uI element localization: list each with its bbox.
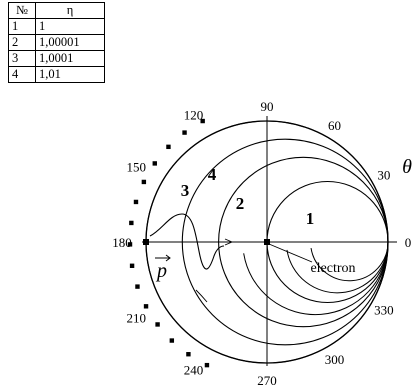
boundary-dot — [141, 179, 147, 185]
boundary-dot — [169, 338, 175, 343]
boundary-dot — [127, 242, 133, 247]
boundary-dot — [129, 263, 135, 268]
electron-marker — [264, 239, 270, 245]
momentum-label: p — [155, 260, 167, 282]
boundary-dot — [152, 161, 157, 166]
angle-label-150: 150 — [126, 160, 146, 175]
boundary-dot — [133, 199, 139, 205]
inner-arc-2 — [243, 241, 389, 316]
legend-eta: 1,01 — [35, 66, 105, 83]
boundary-dot — [204, 362, 210, 368]
legend-number: 4 — [8, 66, 36, 83]
axis-start-marker — [143, 239, 149, 245]
legend-row: 4 1,01 — [8, 66, 105, 83]
angle-label-180: 180 — [112, 235, 132, 250]
angle-label-120: 120 — [184, 108, 204, 123]
boundary-dot — [200, 118, 205, 124]
boundary-dot — [143, 304, 149, 309]
curve-label-4: 4 — [208, 165, 217, 184]
curve-label-2: 2 — [236, 194, 245, 213]
angle-label-30: 30 — [377, 168, 390, 183]
inner-arc-1 — [286, 241, 389, 294]
boundary-dot — [135, 284, 140, 289]
boundary-dot — [166, 144, 171, 150]
axis-arrow — [224, 238, 234, 246]
angle-label-90: 90 — [261, 99, 274, 114]
legend-header-row: № η — [8, 2, 105, 19]
radiation-curves — [143, 120, 389, 364]
electron-label: electron — [310, 261, 355, 276]
legend-row: 1 1 — [8, 18, 105, 35]
angle-label-60: 60 — [328, 118, 341, 133]
electron-pointer — [268, 243, 313, 263]
dotted-boundary — [127, 118, 210, 368]
angle-label-300: 300 — [325, 352, 345, 367]
inner-arc-0 — [310, 241, 389, 282]
lobe-tail — [195, 289, 208, 303]
angle-label-210: 210 — [126, 311, 146, 326]
boundary-dot — [129, 220, 134, 226]
angle-label-330: 330 — [374, 303, 394, 318]
legend-eta: 1,0001 — [35, 50, 105, 67]
chart-labels: 0 30 60 90 120 150 180 210 240 270 300 330 θ 1 2 34 p ele… — [112, 99, 412, 388]
angle-label-270: 270 — [257, 373, 277, 388]
angle-label-240: 240 — [184, 362, 204, 377]
legend-table: № η 1 1 2 1,00001 3 1,0001 4 1,01 — [8, 2, 105, 83]
boundary-dot — [186, 352, 191, 357]
boundary-dot — [182, 130, 187, 135]
angle-label-0: 0 — [405, 235, 412, 250]
legend-row: 3 1,0001 — [8, 50, 105, 67]
momentum-arrow — [155, 254, 171, 262]
boundary-dot — [155, 322, 160, 327]
curve-label-3: 3 — [181, 181, 190, 200]
theta-symbol: θ — [402, 156, 412, 178]
curve-label-1: 1 — [306, 209, 315, 228]
wavy-lobe — [149, 213, 225, 270]
